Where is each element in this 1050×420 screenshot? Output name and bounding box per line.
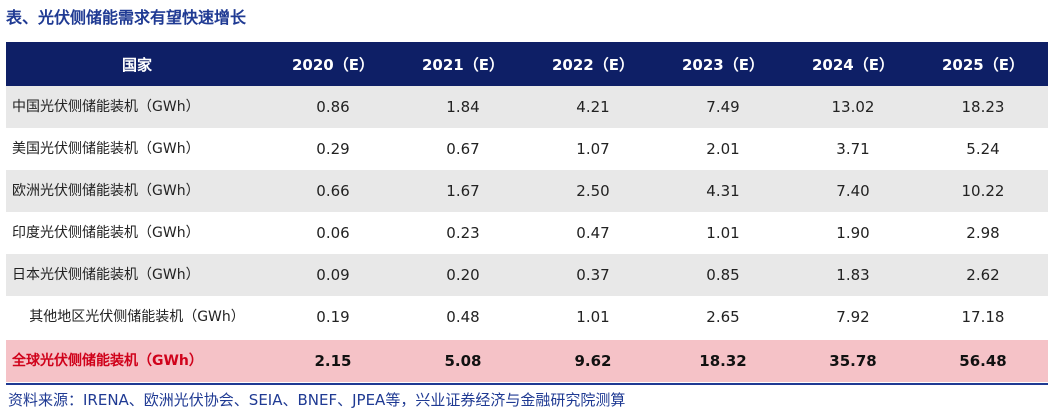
cell-2025: 10.22 xyxy=(918,170,1048,212)
cell-2023: 2.65 xyxy=(658,296,788,339)
cell-2025: 2.98 xyxy=(918,212,1048,254)
cell-2024: 7.92 xyxy=(788,296,918,339)
cell-2021: 0.67 xyxy=(398,128,528,170)
cell-2022: 2.50 xyxy=(528,170,658,212)
cell-2024: 13.02 xyxy=(788,86,918,128)
table-row-europe: 欧洲光伏侧储能装机（GWh） 0.66 1.67 2.50 4.31 7.40 … xyxy=(6,170,1048,212)
cell-2021: 1.84 xyxy=(398,86,528,128)
table-header-row: 国家 2020（E） 2021（E） 2022（E） 2023（E） 2024（… xyxy=(6,42,1048,86)
energy-storage-table: 国家 2020（E） 2021（E） 2022（E） 2023（E） 2024（… xyxy=(6,42,1048,382)
cell-2020: 0.19 xyxy=(268,296,398,339)
cell-2024: 3.71 xyxy=(788,128,918,170)
cell-2022: 4.21 xyxy=(528,86,658,128)
total-2022: 9.62 xyxy=(528,338,658,382)
cell-2024: 7.40 xyxy=(788,170,918,212)
row-label: 欧洲光伏侧储能装机（GWh） xyxy=(6,170,268,212)
cell-2022: 0.37 xyxy=(528,254,658,296)
total-2025: 56.48 xyxy=(918,338,1048,382)
row-label: 印度光伏侧储能装机（GWh） xyxy=(6,212,268,254)
header-2020: 2020（E） xyxy=(268,42,398,86)
cell-2025: 18.23 xyxy=(918,86,1048,128)
header-2021: 2021（E） xyxy=(398,42,528,86)
row-label: 中国光伏侧储能装机（GWh） xyxy=(6,86,268,128)
source-divider xyxy=(6,383,1048,385)
cell-2023: 1.01 xyxy=(658,212,788,254)
source-note: 资料来源：IRENA、欧洲光伏协会、SEIA、BNEF、JPEA等，兴业证券经济… xyxy=(8,391,626,409)
cell-2020: 0.09 xyxy=(268,254,398,296)
cell-2023: 7.49 xyxy=(658,86,788,128)
cell-2023: 2.01 xyxy=(658,128,788,170)
cell-2024: 1.83 xyxy=(788,254,918,296)
cell-2023: 0.85 xyxy=(658,254,788,296)
cell-2021: 0.23 xyxy=(398,212,528,254)
total-2023: 18.32 xyxy=(658,338,788,382)
table-row-global-total: 全球光伏侧储能装机（GWh） 2.15 5.08 9.62 18.32 35.7… xyxy=(6,338,1048,382)
cell-2024: 1.90 xyxy=(788,212,918,254)
cell-2020: 0.86 xyxy=(268,86,398,128)
cell-2022: 0.47 xyxy=(528,212,658,254)
cell-2025: 17.18 xyxy=(918,296,1048,339)
cell-2021: 0.48 xyxy=(398,296,528,339)
cell-2021: 0.20 xyxy=(398,254,528,296)
cell-2020: 0.29 xyxy=(268,128,398,170)
table-row-usa: 美国光伏侧储能装机（GWh） 0.29 0.67 1.07 2.01 3.71 … xyxy=(6,128,1048,170)
table-row-china: 中国光伏侧储能装机（GWh） 0.86 1.84 4.21 7.49 13.02… xyxy=(6,86,1048,128)
cell-2022: 1.07 xyxy=(528,128,658,170)
header-country: 国家 xyxy=(6,42,268,86)
row-label: 美国光伏侧储能装机（GWh） xyxy=(6,128,268,170)
total-2024: 35.78 xyxy=(788,338,918,382)
cell-2022: 1.01 xyxy=(528,296,658,339)
cell-2021: 1.67 xyxy=(398,170,528,212)
row-label: 日本光伏侧储能装机（GWh） xyxy=(6,254,268,296)
table-row-japan: 日本光伏侧储能装机（GWh） 0.09 0.20 0.37 0.85 1.83 … xyxy=(6,254,1048,296)
header-2022: 2022（E） xyxy=(528,42,658,86)
header-2025: 2025（E） xyxy=(918,42,1048,86)
header-2023: 2023（E） xyxy=(658,42,788,86)
total-label: 全球光伏侧储能装机（GWh） xyxy=(6,338,268,382)
cell-2025: 5.24 xyxy=(918,128,1048,170)
header-2024: 2024（E） xyxy=(788,42,918,86)
table-row-other: 其他地区光伏侧储能装机（GWh） 0.19 0.48 1.01 2.65 7.9… xyxy=(6,296,1048,339)
cell-2025: 2.62 xyxy=(918,254,1048,296)
cell-2020: 0.66 xyxy=(268,170,398,212)
table-title: 表、光伏侧储能需求有望快速增长 xyxy=(6,8,247,27)
total-2021: 5.08 xyxy=(398,338,528,382)
total-2020: 2.15 xyxy=(268,338,398,382)
table-row-india: 印度光伏侧储能装机（GWh） 0.06 0.23 0.47 1.01 1.90 … xyxy=(6,212,1048,254)
cell-2023: 4.31 xyxy=(658,170,788,212)
row-label: 其他地区光伏侧储能装机（GWh） xyxy=(6,296,268,339)
cell-2020: 0.06 xyxy=(268,212,398,254)
